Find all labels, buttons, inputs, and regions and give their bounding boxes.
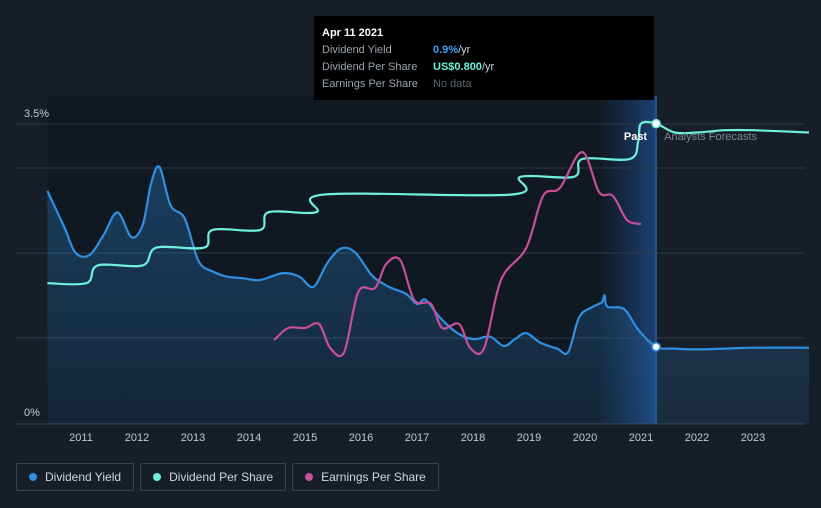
x-tick-label: 2018	[461, 432, 485, 444]
legend-dot-icon	[305, 473, 314, 481]
axis-labels: 3.5% 0% 2011 2012 2013 2014 2015 2016 2017 2018 20…	[24, 108, 765, 444]
y-tick-label: 3.5%	[24, 108, 49, 120]
earnings-per-share-line	[273, 150, 642, 358]
x-tick-label: 2019	[517, 432, 541, 444]
chart-tooltip: Apr 11 2021 Dividend Yield 0.9% /yr Divi…	[314, 16, 654, 100]
tooltip-row-yield: Dividend Yield 0.9% /yr	[322, 42, 646, 59]
x-tick-label: 2015	[293, 432, 317, 444]
tooltip-label: Dividend Yield	[322, 44, 392, 56]
tooltip-label: Earnings Per Share	[322, 78, 418, 90]
x-tick-label: 2023	[741, 432, 765, 444]
legend-label: Earnings Per Share	[321, 470, 426, 484]
tooltip-row-dps: Dividend Per Share US$0.800 /yr	[322, 59, 646, 76]
tooltip-value: No data	[433, 78, 472, 90]
tooltip-value: 0.9%	[433, 44, 459, 56]
legend-dot-icon	[153, 473, 162, 481]
tooltip-label: Dividend Per Share	[322, 61, 418, 73]
hover-markers	[651, 118, 661, 352]
x-tick-label: 2022	[685, 432, 709, 444]
legend-label: Dividend Yield	[45, 470, 122, 484]
dividend-yield-line	[46, 165, 810, 355]
legend-label: Dividend Per Share	[169, 470, 274, 484]
legend-earnings-per-share[interactable]: Earnings Per Share	[292, 463, 439, 491]
dividend-yield-area	[47, 166, 809, 424]
tooltip-unit: /yr	[458, 44, 471, 56]
tooltip-date: Apr 11 2021	[322, 27, 384, 39]
dividend-per-share-line	[47, 120, 810, 286]
x-tick-label: 2013	[181, 432, 205, 444]
legend-dividend-per-share[interactable]: Dividend Per Share	[140, 463, 287, 491]
x-tick-label: 2014	[237, 432, 261, 444]
tooltip-row-eps: Earnings Per Share No data	[322, 76, 646, 93]
x-tick-label: 2020	[573, 432, 597, 444]
y-tick-label: 0%	[24, 407, 40, 419]
series-lines	[46, 120, 810, 358]
tooltip-value: US$0.800	[433, 61, 482, 73]
x-tick-label: 2012	[125, 432, 149, 444]
tooltip-unit: /yr	[481, 61, 495, 73]
x-tick-label: 2011	[69, 432, 93, 444]
dps-hover-marker	[651, 118, 661, 129]
legend-dividend-yield[interactable]: Dividend Yield	[16, 463, 135, 491]
yield-hover-marker	[651, 342, 661, 352]
chart-legend: Dividend Yield Dividend Per Share Earnin…	[16, 463, 439, 491]
x-tick-label: 2017	[405, 432, 429, 444]
past-label: Past	[624, 131, 648, 143]
legend-dot-icon	[29, 473, 37, 481]
yield-area-layer	[47, 166, 809, 424]
x-tick-label: 2021	[629, 432, 653, 444]
forecast-label: Analysts Forecasts	[664, 131, 757, 143]
x-tick-label: 2016	[349, 432, 373, 444]
